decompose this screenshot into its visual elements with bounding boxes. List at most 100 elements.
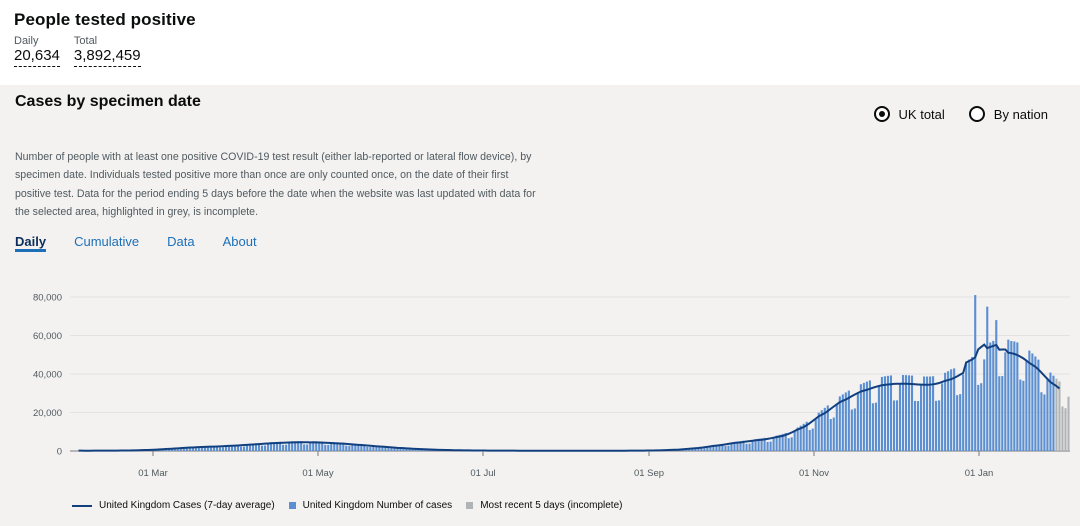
legend-item-incomplete[interactable]: Most recent 5 days (incomplete) [466,500,622,511]
daily-value[interactable]: 20,634 [14,47,60,67]
case-bar [270,442,273,451]
case-bar [258,443,261,451]
case-bar [796,427,799,451]
case-bar [965,361,968,451]
legend-item-average[interactable]: United Kingdom Cases (7-day average) [72,500,275,511]
tab-data[interactable]: Data [167,234,195,249]
total-value[interactable]: 3,892,459 [73,47,141,67]
case-bar [357,444,360,451]
case-bar [242,446,246,451]
case-bar [995,320,998,451]
case-bar [790,437,793,451]
case-bar [742,440,745,451]
case-bar [880,376,883,451]
case-bar [724,445,727,451]
legend-cases-label: United Kingdom Number of cases [302,500,453,511]
case-bar [1013,341,1016,451]
case-bar [273,442,276,451]
case-bar [688,448,691,451]
case-bar [288,442,291,451]
case-bar [261,445,264,451]
x-tick-label: 01 Mar [138,468,168,479]
case-bar [700,447,703,451]
case-bar [956,395,959,451]
case-bar [339,442,342,451]
case-bar [239,446,243,451]
case-bar [980,383,983,451]
case-bar [390,448,393,451]
case-bar [221,447,224,451]
radio-by-nation[interactable]: By nation [968,106,1048,122]
chart-legend: United Kingdom Cases (7-day average) Uni… [72,500,622,511]
case-bar [1010,340,1013,451]
case-bar [706,447,709,451]
case-bar [811,428,814,451]
case-bar [318,441,321,451]
case-bar [832,417,835,451]
x-tick-label: 01 Jan [965,468,994,479]
case-bar [1025,360,1028,451]
case-bar [775,435,778,451]
case-bar [321,441,324,451]
case-bar [760,438,763,451]
case-bar [276,441,279,451]
legend-average-label: United Kingdom Cases (7-day average) [99,500,275,511]
case-bar [733,442,736,451]
case-bar [387,448,390,451]
case-bar [856,393,859,451]
case-bar [953,368,956,451]
case-bar [300,441,303,451]
tab-about[interactable]: About [222,234,257,249]
case-bar [898,384,902,451]
case-bar [739,441,742,451]
case-bar [935,400,938,451]
case-bar [932,376,935,451]
case-bar [327,444,330,451]
case-bar [817,412,820,451]
case-bar [763,437,766,451]
case-bar [381,446,384,451]
case-bar [877,386,880,451]
case-bar [901,375,905,451]
case-bar [1040,392,1043,451]
case-bar [778,434,781,451]
bars [77,295,1070,452]
case-bar [907,375,911,451]
case-bar [1043,394,1046,451]
case-bar [384,446,387,451]
case-bar [297,441,300,451]
case-bar [904,375,908,451]
case-bar [285,444,288,451]
case-bar [868,380,871,451]
case-bar [182,447,185,451]
x-tick-label: 01 Jul [470,468,495,479]
case-bar [203,446,206,451]
case-bar [1001,376,1004,451]
case-bar [923,376,926,451]
case-bar [721,443,724,451]
tab-daily[interactable]: Daily [15,234,47,252]
case-bar [363,444,366,451]
headline: People tested positive Daily 20,634 Tota… [14,10,196,67]
case-bar [844,392,847,451]
radio-selected-icon[interactable] [873,106,890,122]
legend-item-cases[interactable]: United Kingdom Number of cases [288,500,453,511]
case-bar [264,445,267,451]
radio-uk-total[interactable]: UK total [873,106,945,122]
case-bar [345,445,348,451]
tab-cumulative[interactable]: Cumulative [74,234,140,249]
case-bar [209,446,212,451]
case-bar [197,448,200,451]
case-bar [236,444,240,451]
case-bar [1019,379,1022,451]
case-bar [853,408,856,451]
case-bar [254,443,258,451]
case-bar [360,444,363,451]
case-bar [1028,350,1031,451]
case-bar [727,445,730,451]
case-bar [206,446,209,451]
case-bar [962,374,965,451]
radio-unselected-icon[interactable] [968,106,985,122]
case-bar [745,443,748,451]
case-bar [929,376,932,451]
